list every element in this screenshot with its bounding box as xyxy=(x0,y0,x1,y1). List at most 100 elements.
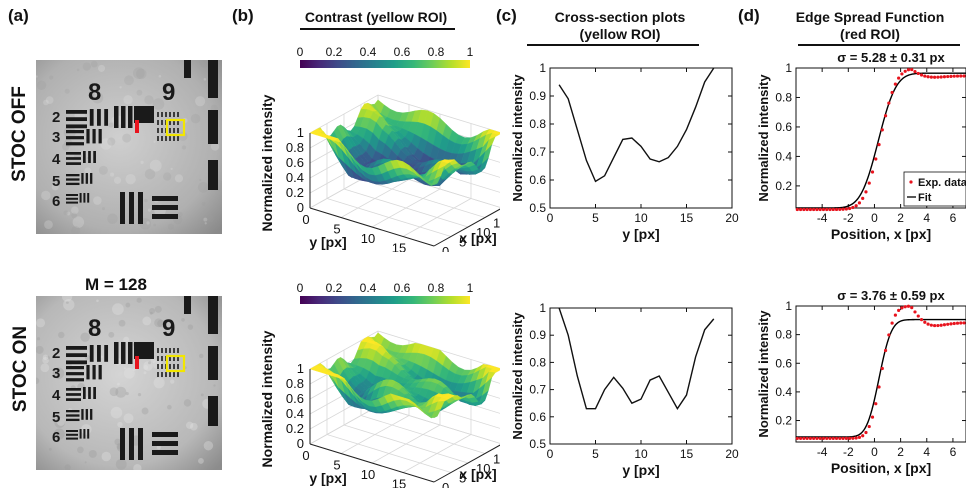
x-tick-label: 20 xyxy=(725,447,739,461)
target-bar-edge xyxy=(208,296,218,334)
speckle xyxy=(64,88,70,94)
speckle xyxy=(101,207,105,211)
target-bar-small xyxy=(169,372,171,377)
target-bar xyxy=(66,136,84,140)
esf-data-point xyxy=(939,323,943,327)
speckle xyxy=(96,299,99,303)
speckle xyxy=(141,407,149,415)
esf-data-point xyxy=(812,436,816,441)
speckle xyxy=(198,353,204,359)
axis-y xyxy=(309,207,435,247)
esf-data-point xyxy=(942,323,947,327)
target-bar-small xyxy=(157,120,159,125)
target-bar-edge xyxy=(184,60,191,78)
colorbar-tick-label: 0.8 xyxy=(428,281,445,295)
target-bar-small xyxy=(177,128,179,133)
y-tick-label: 0.4 xyxy=(775,149,792,163)
target-bar-small xyxy=(173,136,175,141)
x-tick-label: 5 xyxy=(459,235,466,250)
target-bar-small xyxy=(177,364,179,369)
surface-plot-stoc-off: 00.20.40.60.8100.20.40.60.81051015200510… xyxy=(259,45,500,252)
y-tick-label: 10 xyxy=(361,231,375,246)
target-bar-large xyxy=(138,192,143,224)
plot-frame xyxy=(549,67,733,209)
esf-data-point xyxy=(870,170,875,174)
x-tick-label: -4 xyxy=(817,211,828,225)
x-tick-label: 2 xyxy=(897,445,904,459)
speckle xyxy=(77,446,84,454)
speckle xyxy=(190,113,201,124)
esf-data-point xyxy=(952,321,956,326)
element-label-2: 2 xyxy=(52,109,60,126)
surface-ylabel: x [px] xyxy=(459,230,496,246)
speckle xyxy=(91,60,98,68)
target-bar xyxy=(66,152,81,155)
speckle xyxy=(88,449,97,458)
speckle xyxy=(146,221,150,225)
speckle xyxy=(94,91,102,100)
esf-data-point xyxy=(802,436,806,441)
speckle xyxy=(36,318,46,328)
panel-a-label: (a) xyxy=(8,6,29,25)
target-bar-small xyxy=(177,136,179,141)
target-bar xyxy=(121,106,126,128)
colorbar-tick-label: 1 xyxy=(467,45,474,59)
colorbar-tick-label: 0 xyxy=(297,45,304,59)
esf-data-point xyxy=(841,207,845,211)
speckle xyxy=(93,196,102,205)
target-bar xyxy=(66,117,87,122)
z-tick-label: 0.2 xyxy=(286,421,304,436)
esf-data-point xyxy=(883,348,888,353)
speckle xyxy=(156,445,161,450)
element-label-6: 6 xyxy=(52,193,60,210)
esf-data-point xyxy=(877,385,881,389)
esf-data-point xyxy=(933,75,937,79)
speckle xyxy=(199,178,202,182)
esf-data-point xyxy=(952,74,956,78)
esf-data-point xyxy=(854,204,858,208)
speckle xyxy=(157,319,165,328)
element-label-3: 3 xyxy=(52,129,60,146)
y-tick-label: 5 xyxy=(333,222,340,237)
speckle xyxy=(61,296,73,302)
target-bar-small xyxy=(161,128,163,133)
target-bar xyxy=(128,106,133,128)
speckle xyxy=(210,142,220,151)
grid-line xyxy=(360,179,486,218)
target-bar-small xyxy=(173,120,175,125)
target-bar xyxy=(104,109,109,126)
esf-data-point xyxy=(844,436,848,441)
target-square xyxy=(134,106,154,123)
target-bar-large xyxy=(129,192,134,224)
esf-data-point xyxy=(831,436,835,441)
x-tick-label: 4 xyxy=(923,211,930,225)
esf-data-point xyxy=(936,75,940,79)
target-bar-small xyxy=(157,372,159,377)
colorbar xyxy=(300,60,470,68)
z-tick-label: 0.6 xyxy=(286,155,304,170)
element-label-5: 5 xyxy=(52,409,60,426)
speckle xyxy=(201,202,206,206)
surface-ylabel: x [px] xyxy=(459,466,496,482)
speckle xyxy=(71,212,78,219)
row-label-on: STOC ON xyxy=(10,325,31,413)
speckle xyxy=(189,422,198,431)
target-bar xyxy=(66,130,84,134)
target-bar-small xyxy=(157,356,159,361)
speckle xyxy=(48,447,52,451)
esf-data-point xyxy=(962,321,966,325)
esf-data-point xyxy=(929,75,933,79)
target-bar xyxy=(86,365,90,380)
speckle xyxy=(148,361,151,365)
panel-c-label: (c) xyxy=(496,6,517,25)
target-bar xyxy=(90,173,93,184)
esf-data-point xyxy=(916,71,920,76)
target-bar-small xyxy=(169,136,171,141)
speckle xyxy=(42,354,49,360)
speckle xyxy=(107,213,118,225)
speckle xyxy=(124,367,135,379)
target-bar xyxy=(97,345,101,362)
y-tick-label: 0.4 xyxy=(775,385,792,399)
y-tick-label: 0.6 xyxy=(775,356,792,370)
target-bar-large xyxy=(152,450,178,455)
